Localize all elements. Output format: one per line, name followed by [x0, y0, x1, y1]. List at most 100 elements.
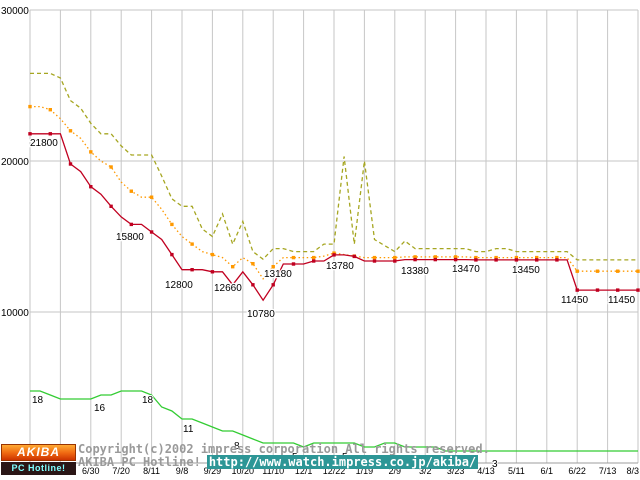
price-label: 13450 — [512, 265, 540, 276]
series-marker-average-price — [474, 255, 478, 260]
series-marker-lowest-price — [68, 162, 73, 166]
series-marker-lowest-price — [89, 185, 93, 189]
vertical-gridlines — [29, 10, 639, 463]
series-marker-average-price — [312, 255, 316, 260]
shop-count-label: 16 — [94, 403, 106, 414]
series-marker-average-price — [453, 255, 458, 259]
series-marker-average-price — [149, 195, 154, 199]
price-label: 13470 — [452, 264, 480, 275]
series-marker-lowest-price — [636, 288, 640, 292]
price-label: 11450 — [608, 295, 636, 306]
x-axis-tick-label: 11/10 — [262, 466, 284, 476]
series-marker-lowest-price — [616, 288, 620, 292]
y-axis-tick-label: 10000 — [1, 308, 29, 319]
series-marker-average-price — [89, 150, 93, 154]
x-axis-tick-label: 1/19 — [356, 466, 374, 476]
x-axis-tick-label: 12/22 — [323, 466, 346, 476]
series-line-shop-count — [30, 390, 638, 452]
series-marker-lowest-price — [433, 257, 437, 262]
series-marker-lowest-price — [514, 258, 519, 262]
series-marker-lowest-price — [352, 254, 356, 259]
akiba-logo-subtitle: PC Hotline! — [1, 462, 76, 475]
y-axis-labels: 30000 20000 10000 — [1, 6, 29, 319]
series-marker-average-price — [231, 265, 235, 269]
shop-count-label: 18 — [142, 395, 154, 406]
x-axis-tick-label: 5/11 — [508, 466, 525, 476]
shop-count-label: 18 — [32, 395, 44, 406]
x-axis-tick-label: 8/11 — [143, 466, 160, 476]
copyright-block: Copyright(c)2002 impress corporation All… — [78, 443, 490, 469]
x-axis-tick-label: 6/1 — [541, 466, 554, 476]
akiba-logo: AKIBA PC Hotline! — [1, 444, 76, 475]
series-marker-lowest-price — [210, 270, 215, 274]
x-axis-tick-label: 7/20 — [112, 466, 130, 476]
price-label: 11450 — [561, 295, 589, 306]
x-axis-tick-label: 8/3 — [626, 466, 639, 476]
series-marker-lowest-price — [231, 283, 235, 287]
series-marker-average-price — [413, 255, 417, 259]
series-shop-count — [30, 390, 638, 452]
shop-count-label: 3 — [492, 459, 498, 470]
price-label: 13780 — [326, 261, 354, 272]
series-marker-lowest-price — [129, 222, 133, 227]
series-line-highest-price — [30, 72, 638, 261]
series-marker-lowest-price — [535, 258, 539, 262]
series-marker-average-price — [129, 189, 133, 193]
copyright-line: Copyright(c)2002 impress corporation All… — [78, 442, 490, 456]
series-marker-average-price — [190, 242, 194, 246]
series-marker-lowest-price — [251, 283, 255, 287]
x-axis-tick-label: 10/20 — [232, 466, 255, 476]
series-average-price — [28, 104, 640, 280]
series-marker-average-price — [28, 104, 32, 109]
series-marker-average-price — [109, 165, 113, 169]
series-highest-price — [30, 72, 638, 261]
x-axis-tick-label: 6/30 — [82, 466, 100, 476]
series-marker-lowest-price — [48, 132, 52, 136]
x-axis-tick-label: 9/29 — [204, 466, 222, 476]
akiba-logo-title: AKIBA — [1, 444, 76, 461]
shop-count-label: 11 — [183, 424, 194, 435]
series-marker-average-price — [636, 269, 640, 273]
x-axis-tick-label: 9/8 — [176, 466, 189, 476]
series-marker-lowest-price — [291, 262, 296, 266]
series-marker-average-price — [170, 222, 174, 227]
price-annotations: 21800 15800 12800 12660 13180 10780 13780 13380… — [29, 137, 637, 322]
series-marker-lowest-price — [271, 283, 275, 287]
price-label: 13380 — [401, 266, 429, 277]
series-marker-lowest-price — [474, 258, 478, 262]
price-label: 12660 — [214, 283, 242, 294]
x-axis-tick-label: 7/13 — [599, 466, 617, 476]
series-marker-average-price — [494, 255, 498, 260]
series-marker-average-price — [616, 269, 620, 273]
series-marker-average-price — [575, 269, 579, 273]
price-label: 12800 — [165, 280, 193, 291]
shop-count-label: 8 — [234, 441, 240, 452]
site-line: AKIBA PC Hotline! http://www.watch.impres… — [78, 455, 490, 469]
series-marker-lowest-price — [109, 204, 113, 208]
series-marker-average-price — [68, 129, 73, 133]
price-label: 15800 — [116, 232, 144, 243]
series-marker-average-price — [48, 108, 52, 112]
y-axis-tick-label: 20000 — [1, 157, 29, 168]
price-label: 21800 — [30, 138, 58, 149]
series-marker-average-price — [555, 255, 559, 260]
price-label: 13180 — [264, 269, 292, 280]
series-marker-lowest-price — [190, 268, 194, 272]
series-marker-average-price — [514, 255, 519, 260]
series-marker-lowest-price — [312, 259, 316, 263]
x-axis-tick-label: 3/23 — [447, 466, 465, 476]
series-marker-lowest-price — [170, 252, 174, 257]
series-marker-lowest-price — [28, 132, 32, 136]
series-marker-average-price — [433, 255, 437, 259]
series-marker-average-price — [210, 252, 215, 257]
series-marker-average-price — [332, 251, 336, 255]
x-axis-tick-label: 2/9 — [389, 466, 402, 476]
series-marker-average-price — [535, 255, 539, 260]
series-marker-lowest-price — [393, 259, 397, 263]
x-axis-tick-label: 6/22 — [568, 466, 586, 476]
site-url: http://www.watch.impress.co.jp/akiba/ — [206, 455, 479, 469]
series-marker-lowest-price — [555, 258, 559, 262]
